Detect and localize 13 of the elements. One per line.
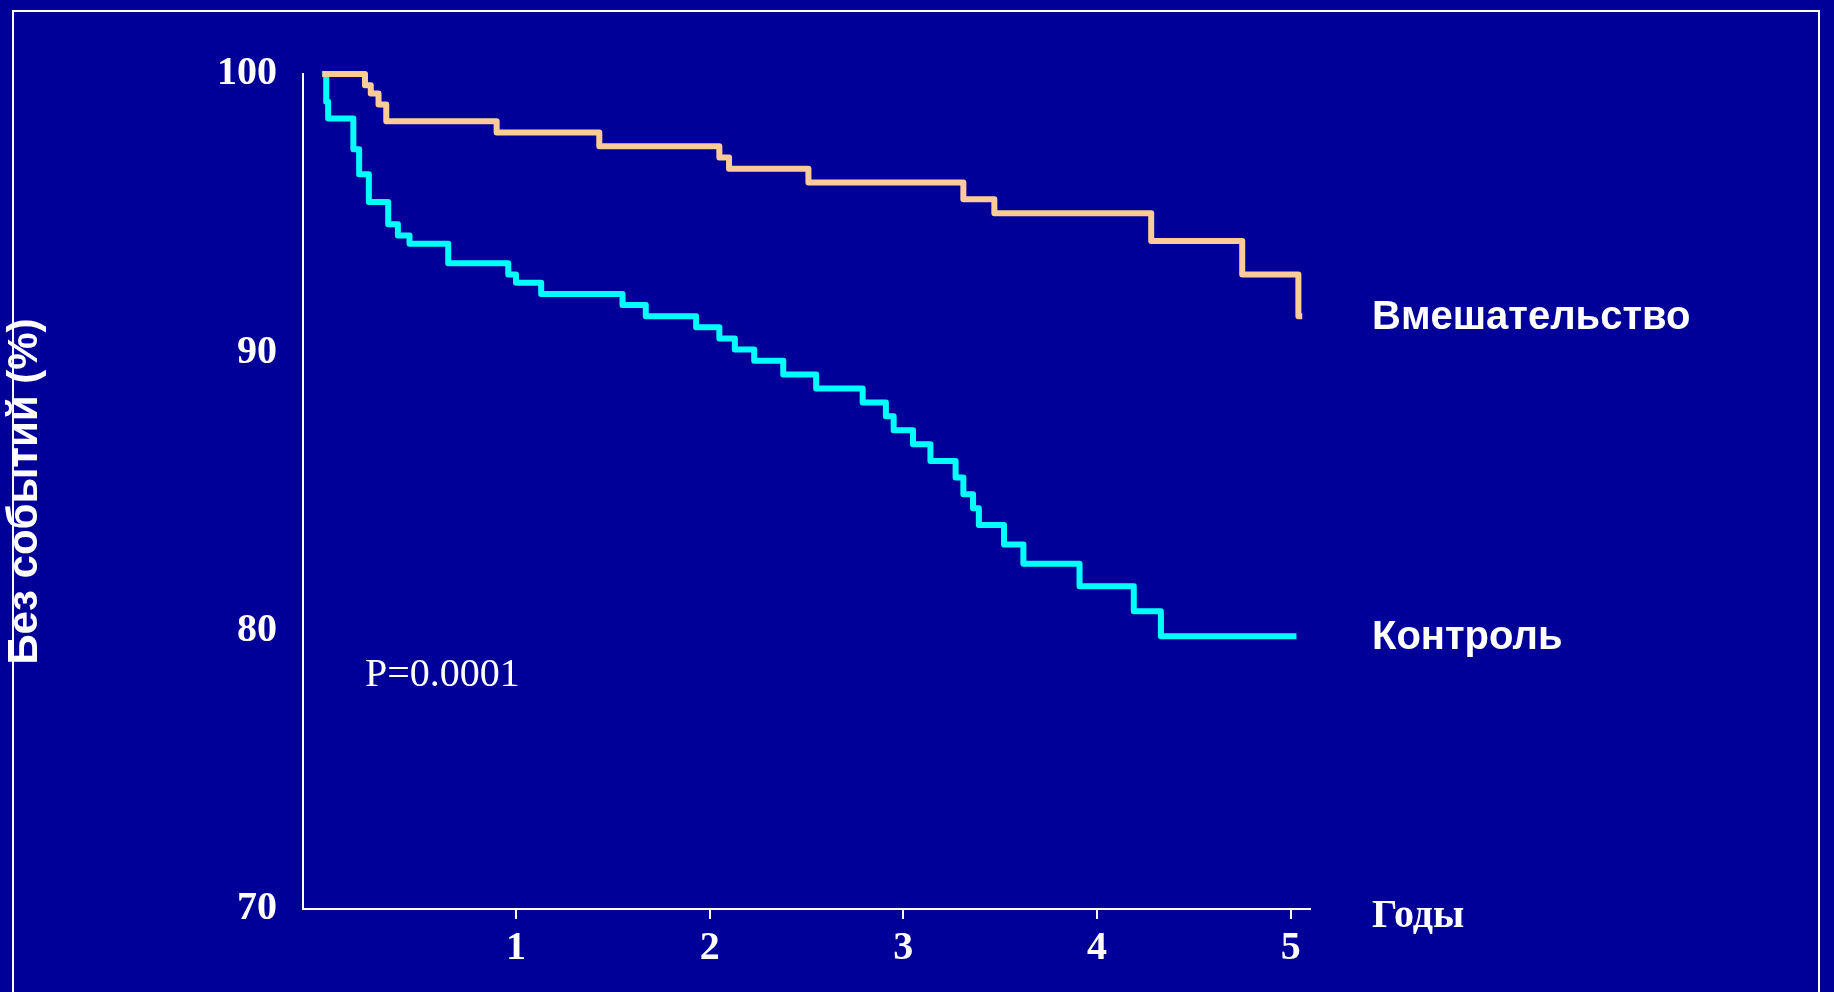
y-tick-label: 100 <box>217 48 277 94</box>
x-tick-label: 5 <box>1280 923 1301 969</box>
x-tick-label: 4 <box>1086 923 1107 969</box>
x-tick-label: 2 <box>699 923 720 969</box>
x-tick-label: 1 <box>506 923 527 969</box>
y-tick-label: 90 <box>237 326 277 372</box>
series-label: Контроль <box>1372 613 1563 658</box>
y-tick-label: 70 <box>237 883 277 929</box>
x-tick-label: 3 <box>893 923 914 969</box>
annotation: P=0.0001 <box>365 649 520 695</box>
series-label: Вмешательство <box>1372 293 1691 338</box>
x-axis-title: Годы <box>1372 891 1465 937</box>
y-tick-label: 80 <box>237 604 277 650</box>
